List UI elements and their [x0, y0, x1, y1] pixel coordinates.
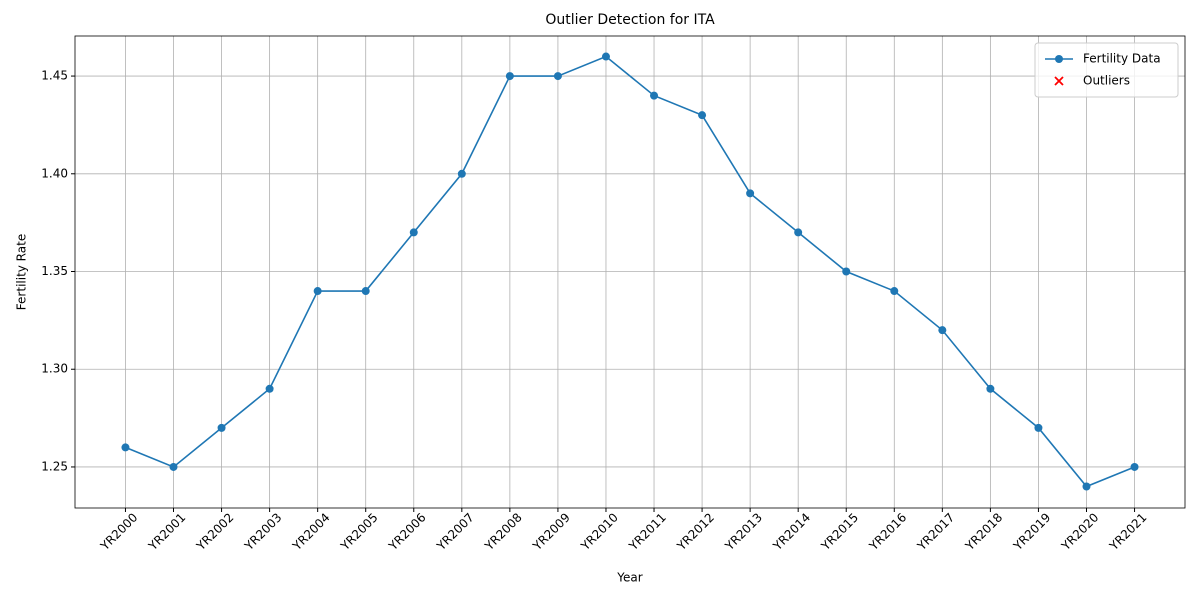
- legend-label: Fertility Data: [1083, 52, 1161, 66]
- data-point: [121, 443, 130, 452]
- data-point: [505, 72, 514, 81]
- data-point: [650, 91, 659, 100]
- data-point: [794, 228, 803, 237]
- legend-box: [1034, 42, 1179, 98]
- data-point: [890, 287, 899, 296]
- chart-title: Outlier Detection for ITA: [545, 12, 715, 28]
- data-point: [601, 52, 610, 61]
- legend-marker: [1054, 76, 1064, 86]
- data-line: [125, 55, 1135, 488]
- x-axis-label: Year: [616, 571, 642, 585]
- data-point: [361, 287, 370, 296]
- data-point: [169, 462, 178, 471]
- data-point: [313, 287, 322, 296]
- y-tick-label: 1.25: [41, 459, 68, 473]
- data-point: [265, 384, 274, 393]
- data-point: [1082, 482, 1091, 491]
- legend-marker: [1055, 55, 1063, 63]
- data-point: [409, 228, 418, 237]
- data-point: [698, 111, 707, 120]
- data-point: [457, 169, 466, 178]
- data-point: [746, 189, 755, 198]
- y-tick-label: 1.30: [41, 362, 68, 376]
- plot-frame: [74, 35, 1186, 509]
- y-tick-label: 1.40: [41, 166, 68, 180]
- data-point: [986, 384, 995, 393]
- y-axis-label: Fertility Rate: [15, 234, 29, 310]
- data-point: [217, 423, 226, 432]
- data-point: [1034, 423, 1043, 432]
- data-point: [1130, 462, 1139, 471]
- legend-label: Outliers: [1083, 74, 1130, 88]
- data-point: [938, 326, 947, 335]
- data-point: [842, 267, 851, 276]
- y-tick-label: 1.35: [41, 264, 68, 278]
- y-tick-label: 1.45: [41, 69, 68, 83]
- data-point: [553, 72, 562, 81]
